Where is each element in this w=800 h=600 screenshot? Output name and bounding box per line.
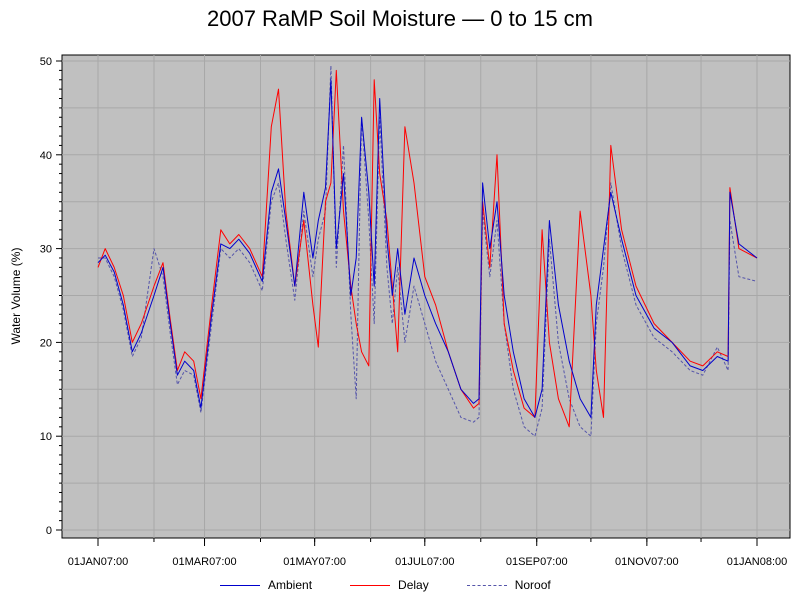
- x-tick-label: 01JAN07:00: [68, 556, 129, 568]
- legend-label: Noroof: [514, 578, 551, 592]
- series-line-noroof: [98, 65, 758, 437]
- legend-swatch: [350, 584, 391, 586]
- series-line-delay: [97, 69, 758, 428]
- grid-layer: [62, 55, 790, 538]
- plot-area: [61, 54, 791, 539]
- legend-item-delay: Delay: [350, 578, 429, 592]
- x-tick-label: 01MAR07:00: [172, 556, 236, 568]
- legend-label: Delay: [398, 578, 429, 592]
- legend: Ambient Delay Noroof: [220, 577, 589, 593]
- y-tick-label: 40: [40, 150, 52, 162]
- series-line-ambient: [97, 79, 758, 418]
- legend-swatch: [466, 584, 507, 586]
- y-tick-label: 50: [40, 56, 52, 68]
- x-tick-label: 01MAY07:00: [283, 556, 346, 568]
- y-tick-label: 10: [40, 431, 52, 443]
- legend-item-noroof: Noroof: [466, 578, 551, 592]
- chart-title: 2007 RaMP Soil Moisture — 0 to 15 cm: [207, 6, 593, 31]
- x-tick-label: 01NOV07:00: [615, 556, 679, 568]
- y-tick-label: 20: [40, 337, 52, 349]
- x-tick-label: 01SEP07:00: [506, 556, 568, 568]
- y-tick-label: 0: [46, 525, 52, 537]
- y-tick-label: 30: [40, 244, 52, 256]
- legend-item-ambient: Ambient: [220, 578, 312, 592]
- series-layer: [97, 65, 758, 437]
- axis-layer: 0 10 20 30 40 50 01JAN07:00 01MAR07:00 01MAY07:0…: [40, 56, 788, 568]
- y-axis-label: Water Volume (%): [9, 248, 23, 345]
- legend-swatch: [220, 584, 260, 586]
- x-tick-label: 01JAN08:00: [727, 556, 788, 568]
- legend-label: Ambient: [268, 578, 313, 592]
- x-tick-label: 01JUL07:00: [395, 556, 454, 568]
